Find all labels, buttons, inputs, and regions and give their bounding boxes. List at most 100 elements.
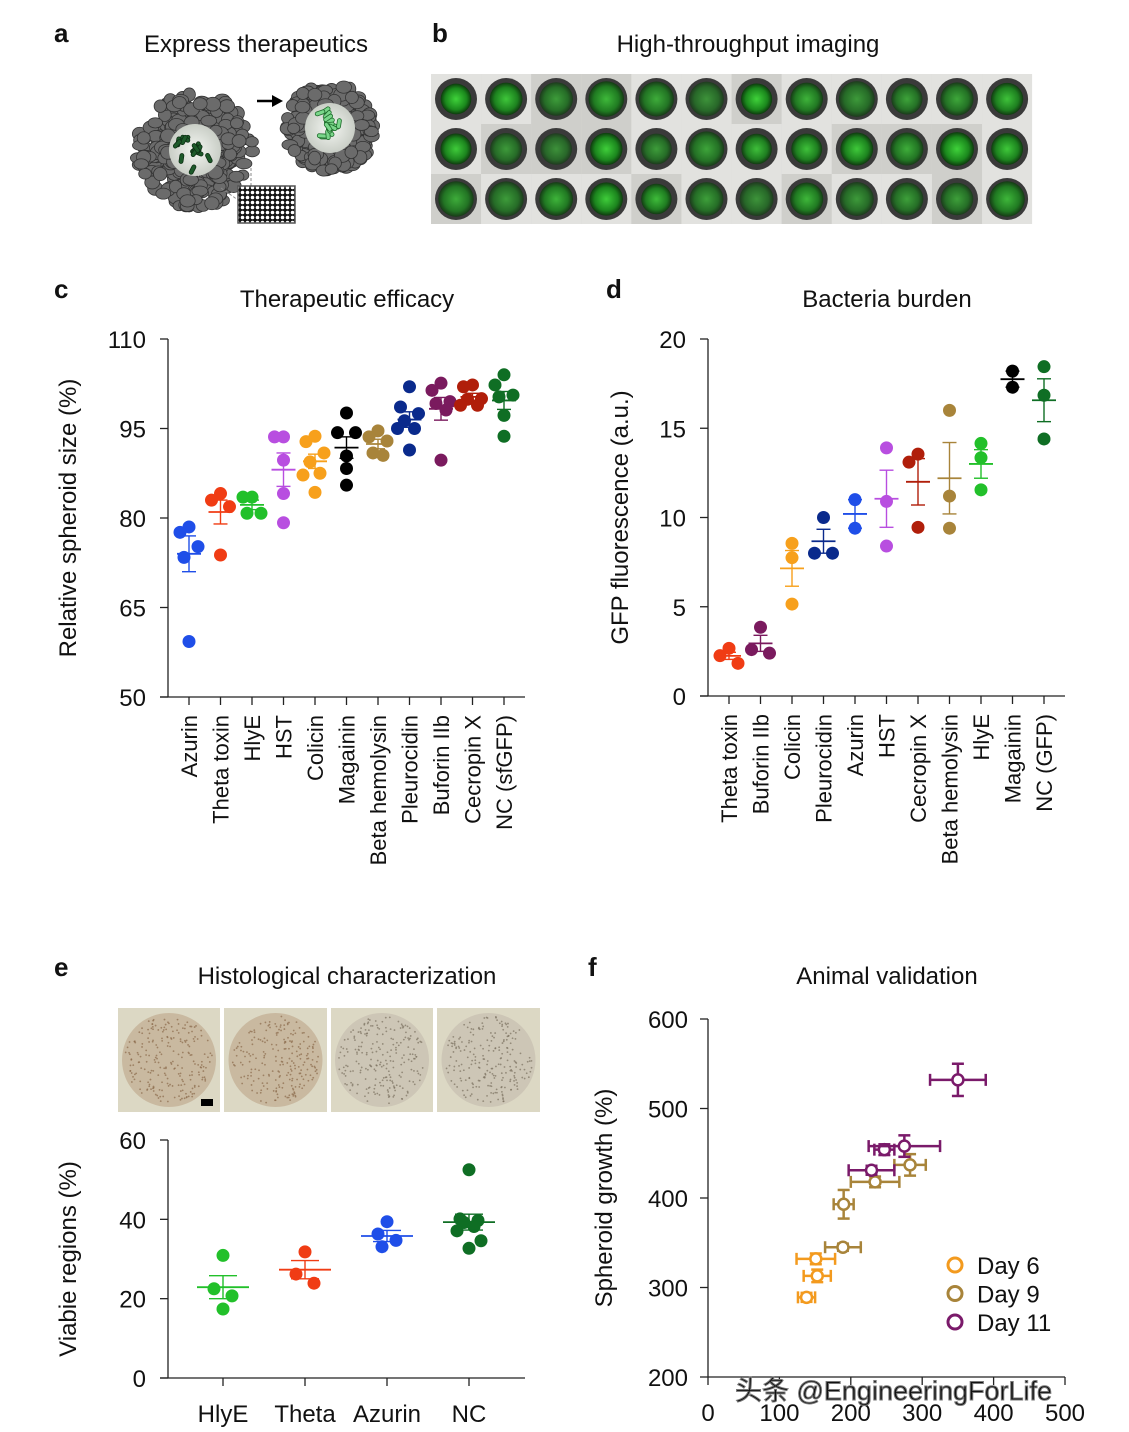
tissue-speck	[413, 1057, 416, 1060]
tissue-speck	[176, 1064, 179, 1067]
tissue-speck	[299, 1043, 302, 1045]
tissue-speck	[416, 1037, 419, 1040]
tissue-speck	[129, 1064, 132, 1067]
data-point	[340, 478, 353, 492]
tissue-speck	[150, 1027, 153, 1030]
tissue-speck	[284, 1019, 286, 1022]
y-tick-label: 0	[673, 684, 686, 711]
tissue-speck	[160, 1053, 163, 1056]
tissue-speck	[387, 1091, 390, 1093]
tissue-speck	[506, 1059, 509, 1062]
tissue-speck	[181, 1067, 183, 1069]
tissue-speck	[266, 1039, 269, 1042]
tissue-speck	[516, 1085, 518, 1088]
tissue-speck	[238, 1042, 241, 1044]
tissue-speck	[291, 1060, 293, 1062]
bacteria-icon	[336, 118, 342, 129]
cell	[155, 187, 172, 200]
cell	[353, 119, 370, 131]
tissue-speck	[409, 1053, 412, 1056]
x-tick-label: Pleurocidin	[812, 714, 837, 823]
bacteria-icon	[180, 134, 188, 146]
tissue-speck	[148, 1083, 151, 1086]
tissue-speck	[400, 1076, 402, 1078]
tissue-speck	[161, 1037, 163, 1040]
tissue-speck	[470, 1027, 473, 1030]
cell	[364, 126, 379, 138]
tissue-speck	[367, 1068, 369, 1071]
tissue-speck	[506, 1046, 508, 1049]
tissue-speck	[261, 1082, 264, 1085]
tissue-speck	[294, 1032, 297, 1035]
tissue-speck	[292, 1062, 295, 1064]
panel-title: Express therapeutics	[144, 31, 368, 58]
tissue-speck	[470, 1063, 473, 1066]
x-tick-label: HST	[272, 715, 297, 759]
tissue-speck	[263, 1056, 266, 1059]
tissue-speck	[181, 1056, 183, 1059]
tissue-speck	[389, 1059, 392, 1062]
tissue-speck	[315, 1068, 318, 1071]
tissue-speck	[380, 1084, 382, 1087]
tissue-speck	[197, 1071, 200, 1074]
tissue-speck	[250, 1068, 253, 1071]
tissue-speck	[453, 1044, 456, 1046]
tissue-speck	[265, 1101, 268, 1104]
tissue-speck	[129, 1069, 132, 1072]
tissue-speck	[259, 1022, 262, 1025]
tissue-speck	[497, 1063, 500, 1066]
tissue-speck	[463, 1049, 466, 1051]
cell	[294, 100, 311, 114]
y-axis-label: Viabie regions (%)	[55, 1161, 82, 1357]
tissue-speck	[187, 1044, 189, 1046]
tissue-speck	[272, 1090, 275, 1092]
cell	[324, 163, 338, 175]
tissue-speck	[470, 1040, 473, 1043]
tissue-speck	[259, 1091, 262, 1094]
tissue-speck	[381, 1020, 384, 1023]
tissue-speck	[397, 1044, 400, 1047]
tissue-speck	[282, 1063, 284, 1066]
tissue-speck	[200, 1029, 202, 1032]
tissue-speck	[300, 1053, 303, 1056]
tissue-speck	[264, 1052, 267, 1055]
tissue-speck	[521, 1063, 524, 1066]
tissue-speck	[299, 1047, 302, 1050]
tissue-speck	[183, 1039, 186, 1042]
tissue-speck	[343, 1038, 346, 1041]
tissue-speck	[240, 1045, 243, 1048]
data-point	[182, 635, 196, 649]
tissue-speck	[469, 1050, 472, 1053]
tissue-speck	[263, 1054, 266, 1057]
tissue-speck	[311, 1051, 314, 1053]
tissue-speck	[191, 1093, 194, 1095]
tissue-speck	[148, 1085, 151, 1088]
tissue-speck	[303, 1061, 306, 1064]
tissue-speck	[498, 1022, 501, 1025]
tissue-speck	[278, 1076, 281, 1078]
tissue-speck	[350, 1031, 352, 1033]
tissue-speck	[516, 1081, 519, 1084]
tissue-speck	[389, 1028, 392, 1031]
tissue-speck	[403, 1061, 406, 1064]
tissue-speck	[292, 1033, 294, 1036]
data-point	[394, 400, 407, 414]
tissue-speck	[267, 1073, 270, 1076]
tissue-speck	[501, 1023, 504, 1026]
spheroid-fluorescence	[991, 133, 1024, 165]
tissue-speck	[373, 1087, 376, 1090]
tissue-speck	[154, 1024, 157, 1027]
tissue-speck	[138, 1031, 141, 1034]
data-point	[376, 448, 390, 462]
tissue-speck	[161, 1089, 163, 1092]
tissue-speck	[461, 1089, 464, 1092]
spheroid-fluorescence	[790, 182, 824, 216]
tissue-speck	[511, 1037, 514, 1040]
tissue-speck	[482, 1058, 485, 1060]
tissue-speck	[130, 1072, 133, 1074]
x-tick-label: Beta hemolysin	[366, 715, 391, 865]
x-tick-label: Colicin	[780, 714, 805, 780]
tissue-speck	[401, 1024, 404, 1027]
tissue-speck	[147, 1071, 150, 1074]
cell	[179, 194, 196, 208]
